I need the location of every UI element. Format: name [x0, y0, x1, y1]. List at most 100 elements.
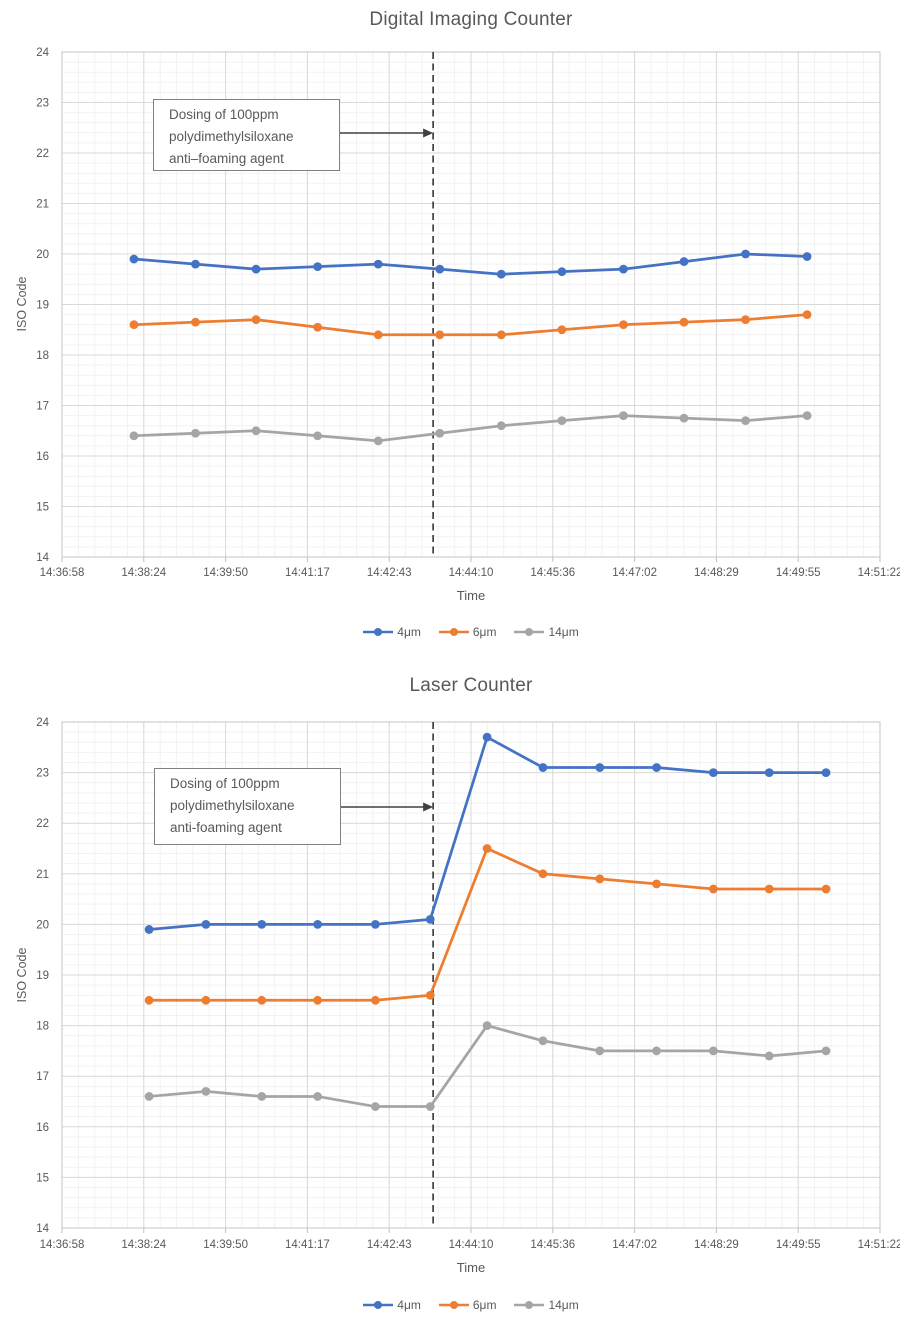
laser-plot-area: 14:36:58 14:38:24 14:39:50 14:41:17 14:42:43…	[36, 717, 900, 1251]
data-point-14μm	[313, 1092, 323, 1101]
data-point-14μm	[679, 413, 689, 423]
legend-item-14μm: 14μm	[514, 625, 579, 639]
data-point-6μm	[619, 320, 628, 330]
legend-marker-icon	[363, 628, 394, 636]
data-point-6μm	[257, 995, 267, 1005]
x-tick-label: 14:38:24	[121, 567, 166, 579]
x-tick-label: 14:41:17	[285, 567, 330, 579]
data-point-6μm	[435, 330, 445, 340]
x-tick-label: 14:36:58	[40, 1239, 85, 1251]
data-point-14μm	[425, 1102, 435, 1111]
legend-marker-icon	[438, 628, 469, 636]
y-axis-label-laser: ISO Code	[15, 947, 29, 1003]
data-point-14μm	[373, 436, 383, 446]
data-point-14μm	[741, 416, 750, 426]
data-point-14μm	[191, 428, 200, 438]
y-tick-label: 18	[36, 350, 49, 362]
data-point-14μm	[496, 421, 506, 431]
y-tick-label: 16	[36, 451, 49, 463]
data-point-14μm	[764, 1051, 774, 1061]
data-point-4μm	[313, 262, 323, 272]
x-tick-label: 14:48:29	[694, 1239, 739, 1251]
annotation-line: anti–foaming agent	[169, 151, 284, 166]
x-tick-label: 14:39:50	[203, 567, 248, 579]
legend-label: 6μm	[472, 1298, 497, 1312]
data-point-14μm	[538, 1036, 548, 1046]
y-tick-label: 20	[36, 919, 49, 931]
data-point-4μm	[370, 920, 380, 929]
legend-item-4μm: 4μm	[363, 625, 421, 639]
y-tick-label: 21	[36, 869, 49, 881]
data-point-6μm	[595, 874, 605, 884]
data-point-14μm	[802, 411, 812, 420]
y-tick-label: 17	[36, 1071, 49, 1083]
data-point-4μm	[435, 264, 445, 274]
data-point-6μm	[679, 317, 689, 327]
data-point-6μm	[251, 315, 261, 325]
dosing-annotation-digital-imaging: Dosing of 100ppm polydimethylsiloxane an…	[153, 99, 340, 171]
data-point-6μm	[129, 320, 139, 330]
y-tick-label: 24	[36, 47, 49, 59]
legend-laser: 4μm 6μm 14μm	[42, 1298, 900, 1312]
data-point-6μm	[201, 995, 211, 1005]
data-point-4μm	[741, 249, 750, 259]
y-tick-label: 18	[36, 1021, 49, 1033]
series-line-4μm	[132, 252, 809, 276]
y-tick-label: 14	[36, 1223, 49, 1235]
data-point-4μm	[313, 920, 323, 929]
x-tick-label: 14:49:55	[776, 567, 821, 579]
annotation-line: polydimethylsiloxane	[170, 798, 295, 813]
x-tick-label: 14:36:58	[40, 567, 85, 579]
data-point-14μm	[619, 411, 628, 420]
annotation-arrowhead-icon	[423, 802, 434, 812]
data-point-4μm	[144, 925, 154, 934]
data-point-4μm	[257, 920, 267, 929]
data-point-14μm	[595, 1046, 605, 1056]
y-tick-label: 15	[36, 1172, 49, 1184]
legend-item-4μm: 4μm	[363, 1298, 421, 1312]
y-tick-label: 24	[36, 717, 49, 729]
legend-label: 6μm	[472, 625, 497, 639]
data-point-6μm	[741, 315, 750, 325]
legend-label: 4μm	[397, 1298, 421, 1312]
data-point-4μm	[652, 763, 661, 772]
data-point-14μm	[652, 1046, 661, 1056]
data-point-6μm	[764, 884, 774, 894]
legend-label: 14μm	[548, 625, 579, 639]
data-point-6μm	[370, 995, 380, 1005]
data-point-6μm	[425, 990, 435, 1000]
annotation-line: Dosing of 100ppm	[170, 776, 280, 791]
x-tick-label: 14:41:17	[285, 1239, 330, 1251]
x-tick-label: 14:44:10	[449, 1239, 494, 1251]
legend-item-6μm: 6μm	[438, 1298, 497, 1312]
y-axis-label-digital-imaging: ISO Code	[15, 276, 29, 332]
data-point-4μm	[425, 914, 435, 924]
data-point-4μm	[201, 920, 211, 929]
y-tick-label: 17	[36, 401, 49, 413]
x-tick-label: 14:42:43	[367, 567, 412, 579]
x-axis-label-digital-imaging: Time	[456, 588, 486, 603]
y-tick-label: 20	[36, 249, 49, 261]
data-point-4μm	[679, 257, 689, 266]
x-axis-label-laser: Time	[456, 1260, 486, 1275]
data-point-6μm	[496, 330, 506, 340]
data-point-6μm	[538, 869, 548, 879]
series-line-6μm	[132, 313, 809, 337]
data-point-14μm	[129, 431, 139, 441]
annotation-line: Dosing of 100ppm	[169, 107, 279, 122]
legend-label: 4μm	[397, 625, 421, 639]
legend-label: 14μm	[548, 1298, 579, 1312]
data-point-4μm	[764, 768, 774, 777]
annotation-line: polydimethylsiloxane	[169, 129, 294, 144]
data-point-14μm	[435, 428, 445, 438]
digital-imaging-plot-area: 14:36:58 14:38:24 14:39:50 14:41:17 14:42:43…	[36, 47, 900, 579]
legend-marker-icon	[438, 1301, 469, 1309]
data-point-4μm	[373, 259, 383, 269]
legend-marker-icon	[514, 1301, 545, 1309]
data-point-14μm	[257, 1092, 267, 1101]
annotation-line: anti-foaming agent	[170, 820, 282, 835]
legend-marker-icon	[363, 1301, 394, 1309]
data-point-14μm	[708, 1046, 718, 1056]
